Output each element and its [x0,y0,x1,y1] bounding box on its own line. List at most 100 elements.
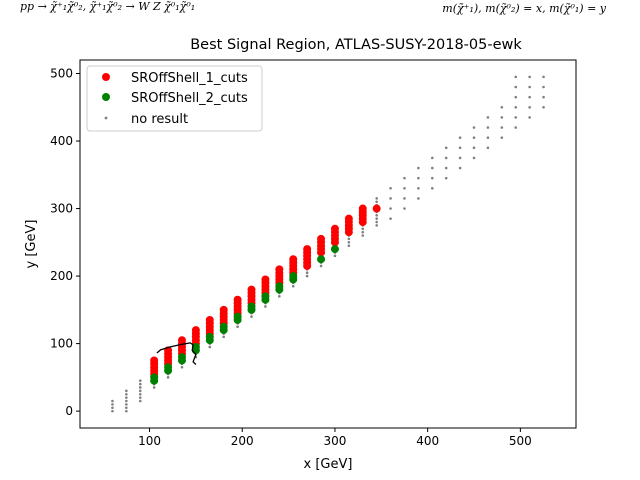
point-no-result [138,382,142,386]
point-no-result [375,224,378,227]
point-no-result [417,176,420,180]
point-sr1 [372,204,381,213]
chart-title: Best Signal Region, ATLAS-SUSY-2018-05-e… [190,37,522,53]
point-sr1 [275,265,284,274]
point-no-result [403,207,406,210]
point-no-result [542,105,545,109]
point-no-result [291,284,295,288]
point-sr1 [150,356,159,365]
x-tick-label: 300 [324,434,347,448]
x-axis: 100 200 300 400 500 [138,428,532,448]
point-no-result [375,217,378,220]
x-tick-label: 400 [416,434,439,448]
point-no-result [403,186,406,190]
y-tick-label: 300 [50,202,73,216]
point-no-result [138,389,142,393]
x-tick-label: 500 [509,434,532,448]
point-sr2 [261,292,270,301]
point-no-result [375,197,378,200]
point-no-result [528,105,531,109]
point-no-result [472,156,476,160]
point-sr2 [219,322,228,331]
plot-frame [79,59,577,429]
point-no-result [444,146,448,150]
point-no-result [361,227,365,231]
point-no-result [444,156,448,160]
point-no-result [319,264,323,268]
point-no-result [375,220,378,224]
point-no-result [111,409,114,413]
point-sr1 [261,275,270,284]
point-no-result [500,126,504,129]
point-no-result [514,116,518,119]
point-no-result [417,186,420,190]
legend-label-sr2: SROffShell_2_cuts [131,91,248,106]
point-no-result [389,197,392,200]
point-sr2 [289,272,298,281]
point-sr2 [205,332,214,341]
point-no-result [444,166,448,170]
point-no-result [472,126,476,129]
point-no-result [180,365,184,369]
point-no-result [152,386,156,389]
point-no-result [375,214,378,217]
point-no-result [389,217,392,220]
point-no-result [347,241,351,244]
point-no-result [250,315,253,318]
point-sr2 [247,302,256,311]
point-no-result [528,95,531,99]
legend-marker-none [104,116,108,120]
x-tick-label: 100 [138,434,161,448]
point-no-result [528,116,531,119]
point-no-result [111,406,114,410]
point-no-result [125,409,128,413]
y-tick-label: 100 [50,337,73,351]
process-label: pp → χ̃⁺₁χ̃⁰₂, χ̃⁺₁χ̃⁰₂ → W Z χ̃⁰₁χ̃⁰₁ [20,0,196,13]
point-no-result [375,200,378,204]
point-no-result [514,105,518,109]
point-no-result [138,392,142,396]
point-no-result [361,234,365,237]
y-tick-label: 200 [50,269,73,283]
point-no-result [125,403,128,406]
point-no-result [138,386,142,389]
point-sr1 [205,315,214,324]
x-tick-label: 200 [231,434,254,448]
y-axis: 0 100 200 300 400 500 [50,67,80,418]
point-no-result [458,166,462,170]
mass-label: m(χ̃⁺₁), m(χ̃⁰₂) = x, m(χ̃⁰₁) = y [442,2,606,15]
point-no-result [125,406,128,410]
contour-layer [156,342,197,365]
point-no-result [472,146,476,150]
y-tick-label: 400 [50,134,73,148]
point-sr1 [358,204,367,213]
point-no-result [138,399,142,403]
point-no-result [444,176,448,180]
point-sr1 [191,326,200,335]
point-no-result [514,85,518,89]
point-no-result [458,136,462,139]
legend-label-none: no result [131,112,188,127]
point-no-result [528,75,531,79]
point-no-result [264,305,267,308]
point-no-result [111,403,114,406]
exclusion-contour [156,342,197,365]
point-sr2 [330,245,339,254]
point-no-result [514,126,518,129]
point-no-result [542,95,545,99]
point-no-result [500,116,504,119]
point-sr1 [330,224,339,233]
x-axis-label: x [GeV] [304,457,353,472]
legend-box [86,65,263,132]
point-sr2 [150,373,159,382]
point-sr1 [233,295,242,304]
point-no-result [278,295,281,298]
point-sr2 [191,342,200,351]
point-no-result [305,271,309,274]
point-no-result [417,166,420,170]
point-no-result [486,136,490,139]
point-no-result [417,197,420,200]
points-layer [111,75,545,413]
point-no-result [166,376,170,379]
